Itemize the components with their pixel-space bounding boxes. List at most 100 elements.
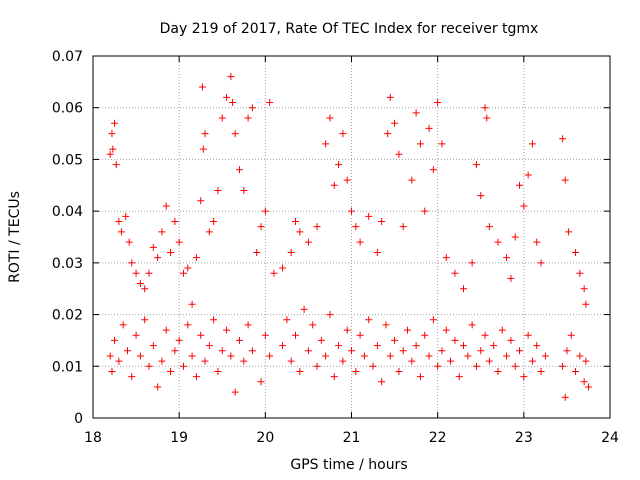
- data-point: [348, 207, 355, 215]
- data-point: [485, 223, 493, 231]
- data-point: [149, 342, 157, 350]
- data-point: [106, 150, 114, 158]
- data-point: [108, 130, 116, 138]
- data-point: [115, 217, 123, 225]
- data-point: [171, 217, 179, 225]
- data-point: [373, 342, 381, 350]
- data-point: [382, 321, 390, 329]
- data-point: [179, 362, 187, 370]
- data-point: [421, 331, 429, 339]
- data-point: [561, 393, 569, 401]
- data-point: [429, 166, 437, 174]
- data-point: [244, 321, 252, 329]
- data-point: [447, 357, 455, 365]
- data-point: [399, 223, 407, 231]
- data-point: [485, 357, 493, 365]
- y-tick-label: 0.06: [52, 101, 83, 117]
- y-tick-label: 0.03: [52, 256, 83, 272]
- data-point: [167, 367, 175, 375]
- data-point: [313, 362, 321, 370]
- data-point: [122, 212, 130, 220]
- data-point: [141, 285, 149, 293]
- data-point: [322, 140, 330, 148]
- data-point: [125, 238, 133, 246]
- data-point: [112, 161, 120, 169]
- data-point: [468, 259, 476, 267]
- data-point: [266, 99, 274, 107]
- data-point: [205, 228, 213, 236]
- data-point: [365, 212, 373, 220]
- data-point: [386, 352, 394, 360]
- data-point: [559, 362, 567, 370]
- data-point: [498, 326, 506, 334]
- data-point: [244, 114, 252, 122]
- data-point: [541, 352, 549, 360]
- data-point: [516, 181, 524, 189]
- data-point: [520, 373, 528, 381]
- data-points: [106, 73, 592, 401]
- data-point: [528, 140, 536, 148]
- data-point: [192, 254, 200, 262]
- data-point: [205, 342, 213, 350]
- data-point: [210, 217, 218, 225]
- data-point: [109, 145, 117, 153]
- data-point: [197, 197, 205, 205]
- data-point: [533, 342, 541, 350]
- data-point: [582, 300, 590, 308]
- data-point: [455, 373, 463, 381]
- data-point: [175, 336, 183, 344]
- data-point: [528, 357, 536, 365]
- axis-ticks: 18 19 20 21 22 23 24 0 0.01 0.02 0.03 0.04 0.05 0.06 0…: [52, 49, 619, 446]
- data-point: [339, 130, 347, 138]
- data-point: [128, 259, 136, 267]
- data-point: [481, 331, 489, 339]
- data-point: [279, 342, 287, 350]
- data-point: [582, 357, 590, 365]
- x-tick-label: 23: [515, 430, 533, 446]
- data-point: [123, 347, 131, 355]
- data-point: [576, 269, 584, 277]
- data-point: [563, 347, 571, 355]
- x-tick-label: 18: [84, 430, 102, 446]
- data-point: [520, 202, 528, 210]
- data-point: [145, 362, 153, 370]
- data-point: [136, 280, 144, 288]
- data-point: [395, 150, 403, 158]
- data-point: [279, 264, 287, 272]
- data-point: [317, 336, 325, 344]
- data-point: [283, 316, 291, 324]
- data-point: [421, 207, 429, 215]
- data-point: [412, 109, 420, 117]
- data-point: [270, 269, 278, 277]
- data-point: [373, 249, 381, 257]
- chart-title: Day 219 of 2017, Rate Of TEC Index for r…: [160, 21, 539, 37]
- data-point: [291, 217, 299, 225]
- data-point: [565, 228, 573, 236]
- data-point: [477, 347, 485, 355]
- data-point: [511, 362, 519, 370]
- x-tick-label: 20: [256, 430, 274, 446]
- data-point: [184, 264, 192, 272]
- data-point: [434, 362, 442, 370]
- data-point: [253, 249, 261, 257]
- data-point: [343, 176, 351, 184]
- data-point: [257, 223, 265, 231]
- data-point: [111, 119, 119, 127]
- data-point: [326, 311, 334, 319]
- data-point: [167, 249, 175, 257]
- data-point: [356, 331, 364, 339]
- data-point: [537, 259, 545, 267]
- y-tick-label: 0.07: [52, 49, 83, 65]
- data-point: [572, 367, 580, 375]
- data-point: [210, 316, 218, 324]
- data-point: [201, 130, 209, 138]
- data-point: [175, 238, 183, 246]
- data-point: [296, 228, 304, 236]
- data-point: [106, 352, 114, 360]
- y-tick-label: 0.05: [52, 152, 83, 168]
- data-point: [483, 114, 491, 122]
- data-point: [117, 228, 125, 236]
- data-point: [576, 352, 584, 360]
- data-point: [257, 378, 265, 386]
